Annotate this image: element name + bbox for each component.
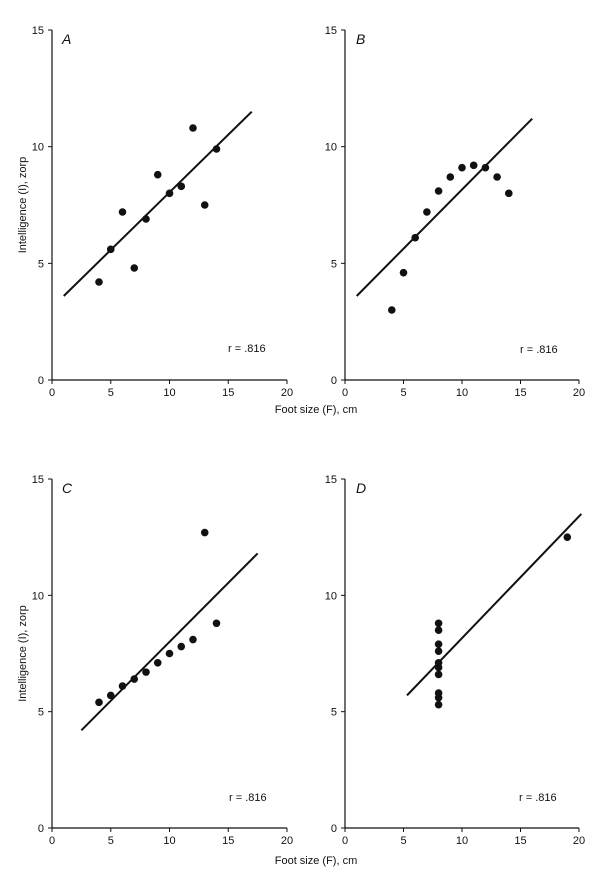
- data-point: [423, 208, 431, 216]
- regression-line: [355, 117, 533, 297]
- data-point: [153, 659, 162, 667]
- data-point: [130, 675, 139, 683]
- data-point: [563, 533, 572, 541]
- data-point: [434, 670, 443, 679]
- y-tick-label: 0: [331, 375, 337, 387]
- y-tick-label: 5: [331, 707, 337, 719]
- y-tick-label: 5: [38, 258, 44, 270]
- data-point: [399, 268, 408, 277]
- data-point: [165, 189, 174, 198]
- data-point: [153, 170, 162, 179]
- data-point: [411, 233, 420, 242]
- data-point: [95, 698, 103, 707]
- data-point: [505, 189, 513, 198]
- y-tick-label: 10: [32, 590, 44, 602]
- x-tick-label: 10: [163, 835, 175, 847]
- data-point: [118, 208, 127, 216]
- regression-line: [406, 513, 583, 697]
- scatter-panel-a: 0 5 10 15 20 0 5 10 15 Ar = .816 Intelligence (I),…: [17, 25, 293, 399]
- y-axis-label: Intelligence (I), zorp: [17, 157, 29, 254]
- data-point: [434, 619, 443, 628]
- data-point: [118, 682, 127, 690]
- data-point: [177, 642, 186, 651]
- y-tick-label: 0: [38, 375, 44, 387]
- scatter-panel-c: 0 5 10 15 20 0 5 10 15 Cr = .816 Intelligence (I),…: [17, 474, 293, 847]
- panel-letter: C: [62, 480, 73, 496]
- data-point: [106, 245, 115, 254]
- x-tick-label: 15: [514, 835, 526, 847]
- y-tick-label: 0: [38, 823, 44, 835]
- y-tick-label: 10: [32, 142, 44, 154]
- panel-letter: B: [356, 31, 365, 47]
- correlation-annotation: r = .816: [229, 792, 267, 804]
- data-point: [434, 626, 443, 635]
- y-tick-label: 0: [331, 823, 337, 835]
- correlation-annotation: r = .816: [228, 343, 266, 355]
- regression-line: [63, 110, 253, 297]
- y-tick-label: 15: [325, 25, 337, 37]
- panel-letter: A: [61, 31, 71, 47]
- data-point: [446, 173, 455, 181]
- scatter-panel-d: 0 5 10 15 20 0 5 10 15 Dr = .816: [325, 474, 585, 847]
- x-tick-label: 5: [400, 387, 406, 399]
- x-tick-label: 15: [222, 387, 234, 399]
- data-point: [189, 124, 197, 132]
- data-point: [142, 668, 150, 676]
- panel-letter: D: [356, 480, 366, 496]
- y-tick-label: 15: [325, 474, 337, 486]
- x-tick-label: 5: [108, 387, 114, 399]
- data-point: [434, 187, 443, 195]
- y-tick-label: 10: [325, 142, 337, 154]
- data-point: [95, 278, 103, 286]
- data-point: [434, 689, 443, 697]
- x-tick-label: 0: [49, 387, 55, 399]
- x-tick-label: 20: [281, 835, 293, 847]
- y-axis-label: Intelligence (I), zorp: [17, 605, 29, 702]
- data-point: [142, 215, 150, 223]
- x-axis-label: Foot size (F), cm: [275, 404, 358, 416]
- data-point: [434, 659, 443, 667]
- correlation-annotation: r = .816: [520, 344, 558, 356]
- data-point: [200, 528, 209, 537]
- x-tick-label: 10: [456, 387, 468, 399]
- scatter-panel-b: 0 5 10 15 20 0 5 10 15 Br = .816: [325, 25, 585, 399]
- x-tick-label: 10: [163, 387, 175, 399]
- x-tick-label: 15: [514, 387, 526, 399]
- x-tick-label: 5: [400, 835, 406, 847]
- x-tick-label: 5: [108, 835, 114, 847]
- y-tick-label: 10: [325, 590, 337, 602]
- x-tick-label: 20: [573, 835, 585, 847]
- y-tick-label: 15: [32, 474, 44, 486]
- regression-line: [80, 552, 259, 731]
- data-point: [481, 163, 490, 172]
- data-point: [106, 691, 115, 700]
- data-point: [165, 649, 174, 658]
- data-point: [493, 173, 501, 181]
- data-point: [212, 145, 221, 153]
- x-axis-label: Foot size (F), cm: [275, 855, 358, 867]
- correlation-annotation: r = .816: [519, 792, 557, 804]
- x-tick-label: 0: [342, 835, 348, 847]
- x-tick-label: 0: [49, 835, 55, 847]
- y-tick-label: 5: [38, 707, 44, 719]
- data-point: [177, 182, 186, 191]
- y-tick-label: 5: [331, 258, 337, 270]
- x-tick-label: 0: [342, 387, 348, 399]
- y-tick-label: 15: [32, 25, 44, 37]
- data-point: [434, 647, 443, 655]
- data-point: [212, 619, 221, 628]
- data-point: [388, 306, 396, 314]
- data-point: [458, 163, 466, 172]
- x-tick-label: 20: [573, 387, 585, 399]
- x-tick-label: 20: [281, 387, 293, 399]
- data-point: [130, 264, 139, 272]
- data-point: [434, 700, 443, 709]
- x-tick-label: 15: [222, 835, 234, 847]
- data-point: [434, 640, 443, 648]
- data-point: [189, 635, 197, 644]
- data-point: [200, 201, 209, 209]
- x-tick-label: 10: [456, 835, 468, 847]
- data-point: [469, 161, 478, 170]
